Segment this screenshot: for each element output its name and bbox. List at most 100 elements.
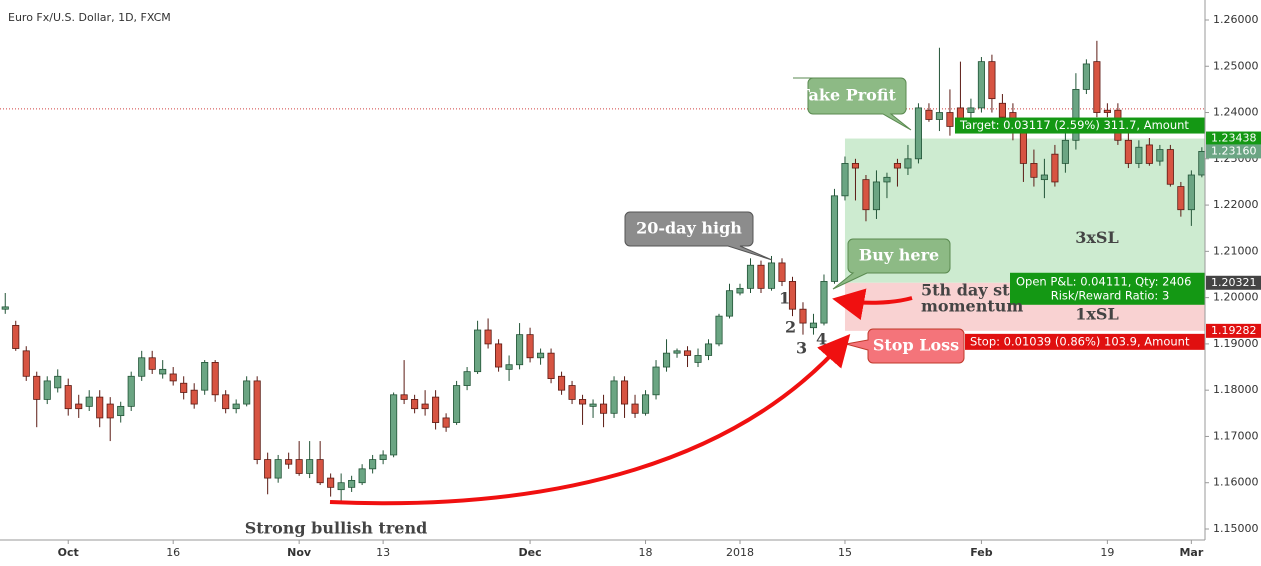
candle-body <box>442 417 450 428</box>
price-tag <box>1206 131 1261 146</box>
candle-body <box>274 459 282 479</box>
y-tick-label: 1.18000 <box>1213 383 1259 396</box>
candle-body <box>1166 149 1174 185</box>
y-tick-label: 1.17000 <box>1213 429 1259 442</box>
candle-body <box>998 102 1006 118</box>
candle-body <box>369 459 377 470</box>
trend-arrow <box>329 333 851 506</box>
price-tag-label: 1.23160 <box>1211 144 1257 157</box>
candle-body <box>390 394 398 456</box>
y-tick-label: 1.21000 <box>1213 244 1259 257</box>
candle-body <box>96 396 104 419</box>
candle-body <box>579 399 587 405</box>
candle-body <box>1145 144 1153 164</box>
candle-body <box>620 380 629 405</box>
stop-callout <box>845 328 965 364</box>
candle-body <box>421 403 429 410</box>
candle-body <box>725 290 734 317</box>
x-tick-label: 15 <box>838 546 852 559</box>
candle-body <box>862 179 870 211</box>
candle-body <box>1082 63 1090 90</box>
candle-body <box>673 350 681 354</box>
candle-body <box>631 403 639 414</box>
candle-body <box>946 112 954 127</box>
candle-body <box>484 329 492 345</box>
x-tick-label: Nov <box>287 546 312 559</box>
candle-body <box>799 308 807 324</box>
candle-body <box>694 355 702 363</box>
candle-body <box>222 394 230 410</box>
x-tick-label: 18 <box>639 546 653 559</box>
candle-body <box>106 403 114 419</box>
candle-body <box>893 163 902 169</box>
candle-body <box>232 403 240 410</box>
stop-label-box <box>965 333 1205 350</box>
candle-body <box>883 176 891 183</box>
annotation: 5th day st <box>921 281 1010 300</box>
candle-body <box>1061 139 1069 164</box>
candle-body <box>64 385 72 410</box>
price-tag <box>1206 144 1261 159</box>
pnl-box <box>1010 272 1205 305</box>
candle-body <box>54 375 62 389</box>
candle-body <box>830 195 839 282</box>
candle-body <box>1040 174 1048 181</box>
candle-body <box>683 350 692 356</box>
candle-body <box>169 373 177 382</box>
annotation: 2 <box>785 318 796 337</box>
candle-body <box>988 61 996 100</box>
target-label: Target: 0.03117 (2.59%) 311.7, Amount <box>959 118 1189 132</box>
candle-body <box>1156 149 1164 162</box>
candle-body <box>117 405 125 417</box>
candle-body <box>327 477 335 488</box>
y-tick-label: 1.26000 <box>1213 13 1259 26</box>
candle-body <box>1 306 9 310</box>
candle-body <box>316 459 324 484</box>
candle-body <box>306 459 314 474</box>
x-tick-label: 16 <box>166 546 180 559</box>
candle-body <box>841 163 849 197</box>
candle-body <box>1198 151 1206 176</box>
candle-body <box>127 375 135 407</box>
candle-body <box>1019 130 1027 164</box>
price-tag-label: 1.23438 <box>1211 132 1257 145</box>
candle-body <box>505 364 513 370</box>
candle-body <box>201 362 209 391</box>
candle-body <box>463 371 471 386</box>
x-tick-label: Dec <box>519 546 542 559</box>
candle-body <box>379 454 387 460</box>
candle-body <box>190 389 198 405</box>
zone-label: 1xSL <box>1075 304 1118 323</box>
candle-body <box>872 181 881 211</box>
y-tick-label: 1.24000 <box>1213 106 1259 119</box>
candle-body <box>358 468 366 484</box>
candle-body <box>33 375 41 400</box>
candle-body <box>1124 139 1132 164</box>
candle-body <box>253 380 261 460</box>
candle-body <box>1103 109 1111 113</box>
candle-body <box>1093 61 1101 113</box>
candle-body <box>977 61 985 109</box>
candle-body <box>1030 163 1038 178</box>
chart-title: Euro Fx/U.S. Dollar, 1D, FXCM <box>8 11 171 24</box>
momentum-arrow <box>832 288 913 321</box>
candle-body <box>778 262 786 282</box>
candle-body <box>243 380 251 405</box>
candle-body <box>148 357 156 370</box>
candle-body <box>1051 153 1059 183</box>
candle-body <box>1187 174 1195 211</box>
stop-label: Stop: 0.01039 (0.86%) 103.9, Amount <box>970 334 1190 348</box>
candle-body <box>746 264 755 289</box>
candle-body <box>851 163 860 169</box>
y-tick-label: 1.25000 <box>1213 59 1259 72</box>
callout-label: Take Profit <box>798 86 896 105</box>
candle-body <box>935 112 943 120</box>
x-tick-label: 13 <box>376 546 390 559</box>
candle-body <box>600 403 608 414</box>
x-tick-label: Oct <box>58 546 79 559</box>
candle-body <box>75 403 83 410</box>
candle-body <box>641 394 650 414</box>
rr-label: Risk/Reward Ratio: 3 <box>1051 288 1170 302</box>
candle-body <box>1177 186 1185 211</box>
